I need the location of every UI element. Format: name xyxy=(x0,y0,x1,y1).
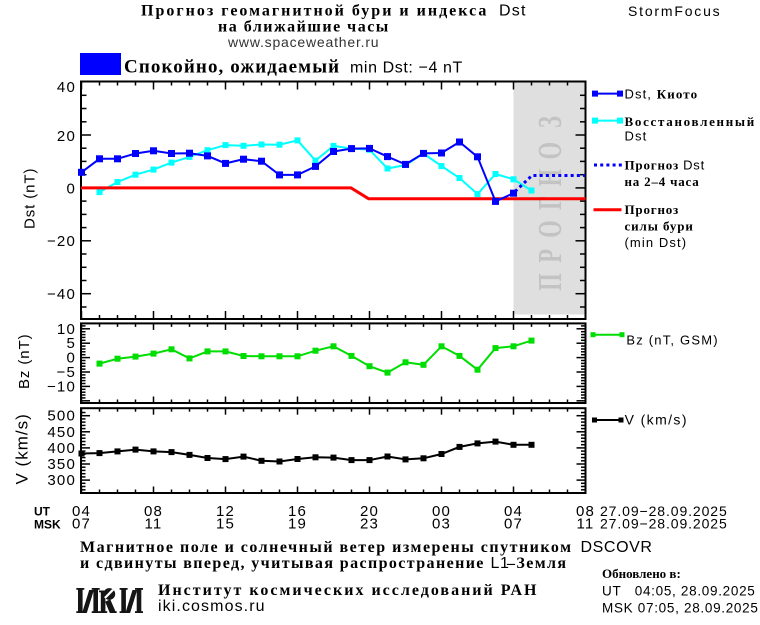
svg-text:MSK 07:05, 28.09.2025: MSK 07:05, 28.09.2025 xyxy=(602,601,759,616)
svg-text:Обновлено в:: Обновлено в: xyxy=(602,566,681,581)
svg-text:27.09−28.09.2025: 27.09−28.09.2025 xyxy=(600,503,728,519)
svg-text:UT 04:05, 28.09.2025: UT 04:05, 28.09.2025 xyxy=(602,584,756,599)
svg-text:DSCOVR: DSCOVR xyxy=(581,539,653,556)
svg-text:и сдвинуты вперед, учитывая ра: и сдвинуты вперед, учитывая распростране… xyxy=(80,555,485,572)
svg-text:MSK: MSK xyxy=(34,518,61,532)
svg-text:450: 450 xyxy=(47,424,76,441)
svg-text:Спокойно, ожидаемый: Спокойно, ожидаемый xyxy=(124,56,340,77)
svg-text:Прогноз геомагнитной бури и ин: Прогноз геомагнитной бури и индекса xyxy=(141,3,488,20)
svg-text:Dst (nT): Dst (nT) xyxy=(22,168,39,229)
svg-text:−10: −10 xyxy=(47,378,76,395)
svg-text:StormFocus: StormFocus xyxy=(628,3,721,19)
svg-text:V (km/s): V (km/s) xyxy=(625,412,688,428)
svg-text:Dst: Dst xyxy=(625,128,648,143)
svg-text:–Земля: –Земля xyxy=(506,555,567,572)
svg-text:07: 07 xyxy=(504,516,523,533)
svg-text:11: 11 xyxy=(577,516,595,533)
svg-text:12: 12 xyxy=(216,503,235,520)
svg-text:www.spaceweather.ru: www.spaceweather.ru xyxy=(227,34,379,50)
svg-text:П: П xyxy=(531,273,569,290)
svg-text:Dst, Киото: Dst, Киото xyxy=(625,87,699,102)
svg-text:03: 03 xyxy=(432,516,451,533)
svg-text:20: 20 xyxy=(360,503,379,520)
svg-text:07: 07 xyxy=(72,516,91,533)
svg-text:400: 400 xyxy=(47,440,76,457)
svg-text:−20: −20 xyxy=(47,233,76,250)
svg-text:L1: L1 xyxy=(491,555,510,572)
svg-text:на 2–4 часа: на 2–4 часа xyxy=(625,174,700,189)
svg-text:Bz (nT): Bz (nT) xyxy=(16,334,33,389)
svg-text:UT: UT xyxy=(34,505,51,519)
svg-text:08: 08 xyxy=(576,503,595,520)
svg-text:0: 0 xyxy=(66,180,76,197)
svg-text:З: З xyxy=(531,116,569,128)
svg-text:Восстановленный: Восстановленный xyxy=(625,114,756,129)
svg-text:Институт космических исследова: Институт космических исследований РАН xyxy=(158,582,538,599)
svg-text:Н: Н xyxy=(531,169,569,186)
svg-text:15: 15 xyxy=(216,516,235,533)
svg-text:16: 16 xyxy=(288,503,307,520)
svg-text:300: 300 xyxy=(47,472,76,489)
svg-text:силы бури: силы бури xyxy=(625,218,694,233)
svg-text:23: 23 xyxy=(360,516,379,533)
svg-text:08: 08 xyxy=(144,503,163,520)
svg-text:40: 40 xyxy=(57,79,76,96)
svg-text:О: О xyxy=(531,142,569,159)
svg-text:Магнитное поле и солнечный вет: Магнитное поле и солнечный ветер измерен… xyxy=(80,539,572,556)
svg-text:О: О xyxy=(531,220,569,237)
svg-text:350: 350 xyxy=(47,456,76,473)
svg-text:(min Dst): (min Dst) xyxy=(625,235,688,250)
svg-text:500: 500 xyxy=(47,408,76,425)
svg-text:−5: −5 xyxy=(56,364,76,381)
svg-text:04: 04 xyxy=(504,503,523,520)
svg-text:5: 5 xyxy=(66,335,76,352)
svg-text:04: 04 xyxy=(72,503,91,520)
svg-text:Р: Р xyxy=(531,249,569,263)
svg-text:10: 10 xyxy=(57,321,76,338)
svg-text:Прогноз: Прогноз xyxy=(625,202,680,217)
svg-text:0: 0 xyxy=(66,350,76,367)
svg-text:iki.cosmos.ru: iki.cosmos.ru xyxy=(158,598,266,615)
svg-text:19: 19 xyxy=(288,516,307,533)
svg-text:20: 20 xyxy=(57,128,76,145)
svg-text:−40: −40 xyxy=(47,286,76,303)
svg-text:на ближайшие часы: на ближайшие часы xyxy=(218,19,390,36)
svg-text:27.09−28.09.2025: 27.09−28.09.2025 xyxy=(600,516,728,532)
svg-text:11: 11 xyxy=(145,516,163,533)
svg-text:min Dst: −4 nT: min Dst: −4 nT xyxy=(350,59,463,76)
svg-text:V (km/s): V (km/s) xyxy=(13,413,32,484)
svg-text:Прогноз Dst: Прогноз Dst xyxy=(625,157,706,172)
svg-text:Bz (nT, GSM): Bz (nT, GSM) xyxy=(626,333,718,348)
svg-text:00: 00 xyxy=(432,503,451,520)
svg-text:Dst: Dst xyxy=(499,3,527,20)
